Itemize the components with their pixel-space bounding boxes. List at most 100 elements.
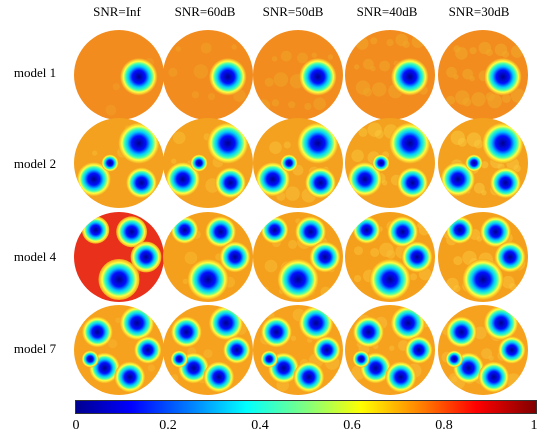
noise-blotch <box>450 130 465 145</box>
inclusion-2 <box>205 216 236 248</box>
inclusion-2 <box>387 216 418 248</box>
inclusion-3 <box>130 241 162 273</box>
noise-blotch <box>370 248 380 257</box>
noise-blotch <box>372 82 387 97</box>
colorbar-tick-0.4: 0.4 <box>251 418 269 433</box>
inclusion-5 <box>293 361 325 393</box>
inclusion-6 <box>170 350 188 368</box>
inclusion-2 <box>440 162 475 197</box>
inclusion-1 <box>170 216 199 244</box>
noise-blotch <box>417 222 423 229</box>
colorbar-tick-1: 1 <box>530 418 538 433</box>
inclusion-2 <box>255 162 290 197</box>
inclusion-1 <box>390 57 429 96</box>
noise-blotch <box>280 50 292 62</box>
inclusion-6 <box>445 350 463 368</box>
noise-blotch <box>290 335 297 341</box>
noise-blotch <box>283 141 291 149</box>
noise-blotch <box>363 58 374 70</box>
noise-blotch <box>455 90 470 105</box>
noise-blotch <box>379 60 390 72</box>
inclusion-5 <box>478 361 510 393</box>
noise-blotch <box>501 93 511 103</box>
noise-blotch <box>411 35 425 48</box>
reconstruction-disc-r4-c2 <box>163 305 253 395</box>
noise-blotch <box>311 52 317 58</box>
noise-blotch <box>389 345 395 351</box>
inclusion-2 <box>483 305 519 341</box>
column-header-snr-60db: SNR=60dB <box>174 4 236 19</box>
inclusion-6 <box>352 350 370 368</box>
noise-blotch <box>370 37 378 45</box>
noise-blotch <box>358 127 368 137</box>
noise-blotch <box>108 339 118 349</box>
inclusion-4 <box>372 154 390 172</box>
inclusion-3 <box>490 167 521 199</box>
noise-blotch <box>510 45 524 58</box>
inclusion-1 <box>483 57 522 96</box>
row-label-model-4: model 4 <box>13 249 57 264</box>
noise-blotch <box>115 317 121 323</box>
noise-blotch <box>453 256 463 266</box>
reconstruction-disc-r1-c4 <box>345 30 435 120</box>
noise-blotch <box>171 374 179 382</box>
noise-blotch <box>386 39 394 47</box>
noise-blotch <box>481 161 489 169</box>
inclusion-2 <box>116 216 147 248</box>
inclusion-1 <box>261 316 292 348</box>
inclusion-4 <box>465 154 483 172</box>
row-label-model-2: model 2 <box>13 156 57 171</box>
reconstruction-disc-r3-c3 <box>253 212 343 302</box>
noise-blotch <box>469 47 477 55</box>
inclusion-4 <box>101 154 119 172</box>
noise-blotch <box>494 43 508 57</box>
noise-blotch <box>354 64 360 70</box>
noise-blotch <box>112 83 120 91</box>
inclusion-1 <box>353 316 384 348</box>
noise-blotch <box>269 141 282 154</box>
reconstruction-disc-r4-c1 <box>74 305 164 395</box>
noise-blotch <box>474 326 487 340</box>
inclusion-2 <box>165 162 200 197</box>
inclusion-3 <box>405 336 433 364</box>
inclusion-3 <box>313 336 341 364</box>
reconstruction-disc-r3-c1 <box>74 212 164 302</box>
noise-blotch <box>501 275 515 289</box>
reconstruction-disc-r2-c2 <box>163 118 253 208</box>
noise-blotch <box>478 41 492 55</box>
reconstruction-disc-r2-c5 <box>438 118 528 208</box>
noise-blotch <box>471 92 486 107</box>
colorbar-tick-0.2: 0.2 <box>159 418 177 433</box>
inclusion-1 <box>446 316 477 348</box>
noise-blotch <box>172 131 186 145</box>
noise-blotch <box>481 348 492 359</box>
inclusion-4 <box>277 258 319 301</box>
noise-blotch <box>446 95 456 105</box>
inclusion-1 <box>208 57 247 96</box>
noise-blotch <box>355 37 369 50</box>
noise-blotch <box>257 99 271 112</box>
noise-blotch <box>462 250 477 266</box>
inclusion-3 <box>223 336 251 364</box>
noise-blotch <box>367 122 382 137</box>
noise-blotch <box>313 97 326 111</box>
noise-blotch <box>193 64 208 79</box>
inclusion-1 <box>207 122 249 164</box>
inclusion-1 <box>260 216 289 244</box>
noise-blotch <box>271 99 280 107</box>
row-label-model-7: model 7 <box>13 341 57 356</box>
noise-blotch <box>395 33 408 47</box>
noise-blotch <box>320 286 332 298</box>
inclusion-3 <box>494 241 526 273</box>
noise-blotch <box>264 77 274 87</box>
noise-blotch <box>288 239 298 249</box>
inclusion-2 <box>119 305 155 341</box>
noise-blotch <box>273 72 289 87</box>
reconstruction-disc-r3-c2 <box>163 212 253 302</box>
inclusion-1 <box>81 216 110 244</box>
noise-blotch <box>147 364 155 372</box>
noise-blotch <box>446 66 457 78</box>
reconstruction-disc-r4-c3 <box>253 305 343 395</box>
inclusion-3 <box>305 167 336 199</box>
noise-blotch <box>203 349 213 359</box>
